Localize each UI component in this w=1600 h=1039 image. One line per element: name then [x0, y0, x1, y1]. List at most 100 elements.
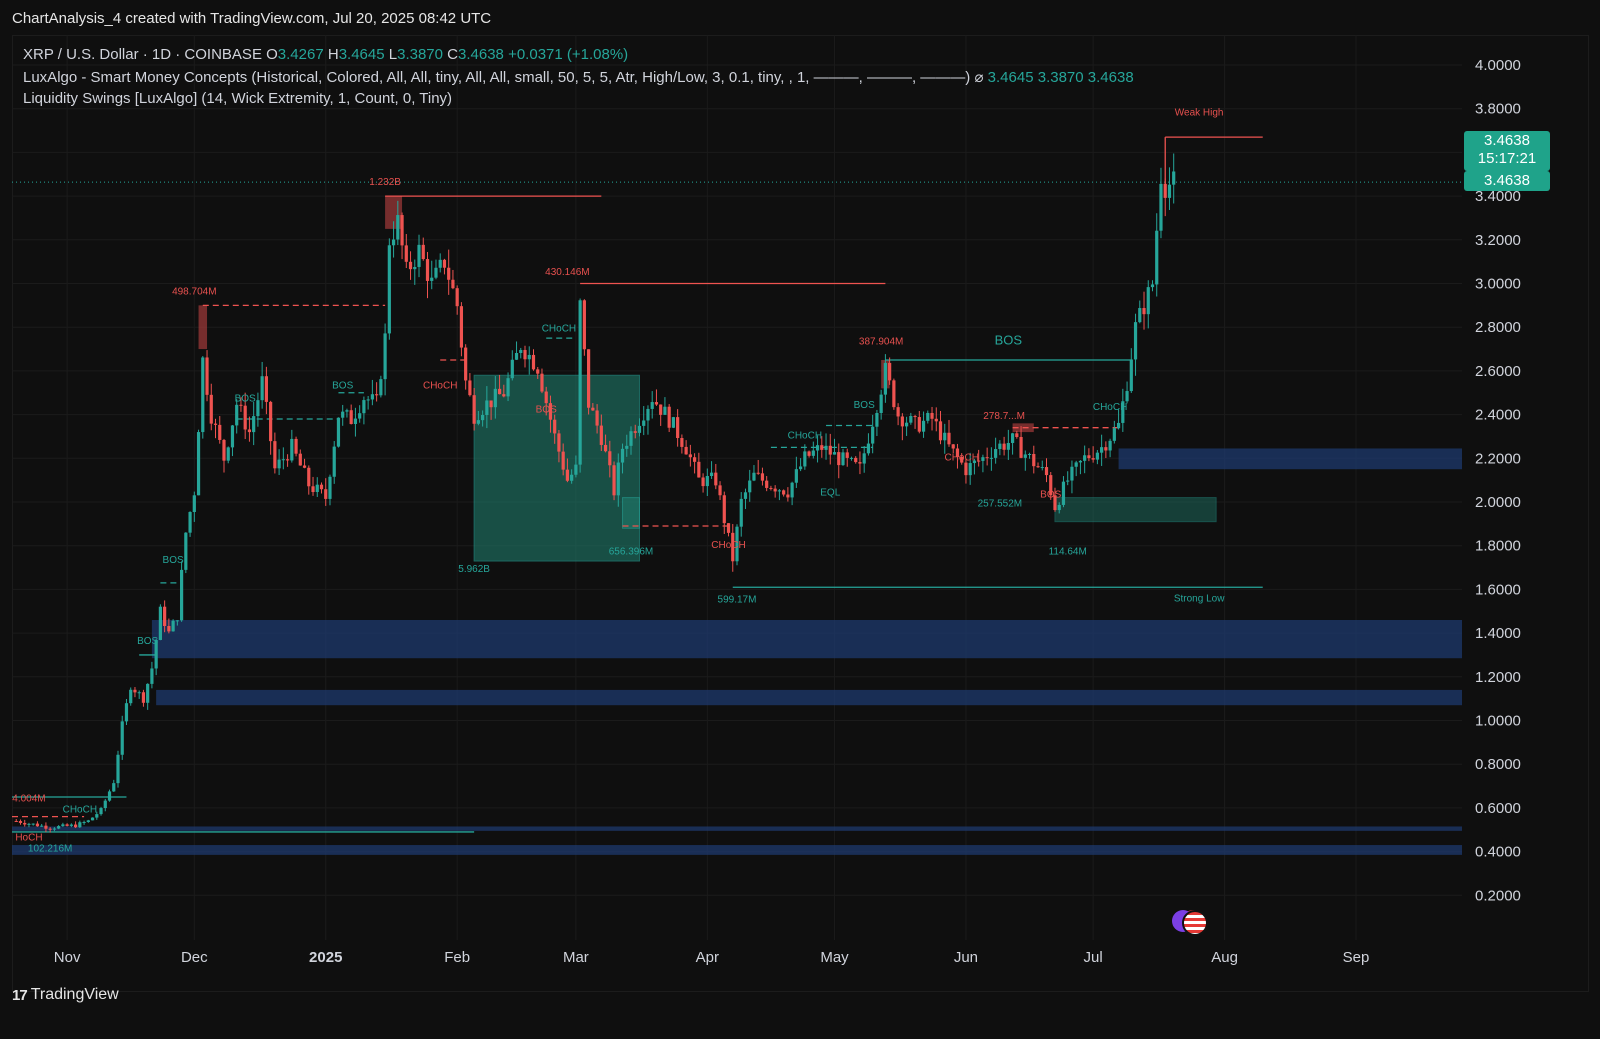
candle-body	[468, 380, 472, 396]
chart-annotation-label: 498.704M	[172, 286, 216, 297]
us-flag-icon[interactable]	[1182, 910, 1208, 936]
chart-annotation-label: HoCH	[15, 833, 42, 844]
candle-body	[917, 417, 921, 432]
candle-body	[726, 523, 731, 533]
order-block-zone	[622, 497, 640, 529]
high-value: 3.4645	[338, 46, 385, 63]
indicator-smc-value: 3.4645	[987, 69, 1034, 86]
liquidity-zone	[12, 845, 1462, 855]
candle-body	[252, 416, 256, 433]
candle-body	[777, 490, 781, 492]
candle-body	[1066, 480, 1070, 482]
candle-body	[442, 259, 447, 268]
indicator-legend-smc[interactable]: LuxAlgo - Smart Money Concepts (Historic…	[23, 68, 1134, 86]
y-axis-tick-label: 3.4000	[1475, 188, 1521, 205]
candle-body	[86, 820, 90, 823]
candle-body	[603, 444, 608, 452]
candle-body	[599, 425, 603, 445]
indicator-smc-name[interactable]: LuxAlgo - Smart Money Concepts (Historic…	[23, 69, 971, 86]
candle-body	[124, 703, 129, 722]
low-label: L	[388, 46, 398, 63]
candle-body	[561, 451, 565, 470]
candle-body	[1091, 458, 1095, 460]
candle-body	[1061, 481, 1066, 505]
candle-body	[1100, 447, 1104, 453]
candle-body	[790, 482, 794, 498]
chart-annotation-label: 1.232B	[369, 177, 401, 188]
candle-body	[341, 411, 345, 418]
tradingview-logo[interactable]: 17 TradingView	[12, 986, 119, 1004]
candle-body	[587, 349, 591, 408]
candle-body	[773, 488, 777, 492]
candle-body	[129, 689, 133, 704]
chart-annotation-label: CHoCH	[423, 380, 457, 391]
candle-body	[803, 451, 807, 467]
symbol-name[interactable]: XRP / U.S. Dollar · 1D · COINBASE	[23, 46, 262, 63]
candle-body	[1002, 443, 1006, 450]
candle-body	[120, 721, 124, 755]
candle-body	[718, 485, 722, 496]
candle-body	[269, 401, 273, 442]
indicator-liquidity-name[interactable]: Liquidity Swings [LuxAlgo] (14, Wick Ext…	[23, 90, 453, 107]
candle-body	[760, 473, 765, 481]
candle-body	[1010, 433, 1015, 443]
candle-body	[955, 448, 960, 457]
indicator-smc-value: 3.3870	[1037, 69, 1084, 86]
candle-body	[425, 259, 430, 281]
candle-body	[735, 526, 739, 562]
candle-body	[497, 388, 502, 395]
candle-body	[858, 462, 862, 464]
chart-annotation-label: 278.7...M	[983, 411, 1025, 422]
candle-body	[213, 423, 218, 425]
x-axis-tick-label: May	[820, 949, 849, 966]
candle-body	[650, 402, 654, 409]
candle-body	[557, 433, 561, 452]
liquidity-zone	[151, 619, 1463, 659]
candle-body	[527, 354, 531, 360]
candle-body	[451, 279, 455, 289]
candle-body	[1129, 359, 1133, 392]
candle-body	[654, 402, 659, 405]
candle-body	[146, 683, 150, 703]
candle-body	[625, 445, 629, 449]
candle-body	[553, 419, 557, 434]
candle-body	[324, 489, 328, 499]
candle-body	[209, 394, 213, 424]
candle-body	[1053, 495, 1057, 511]
low-value: 3.3870	[397, 46, 443, 63]
y-axis-tick-label: 0.8000	[1475, 756, 1521, 773]
candle-body	[112, 783, 116, 792]
y-axis-tick-label: 1.8000	[1475, 538, 1521, 555]
symbol-legend[interactable]: XRP / U.S. Dollar · 1D · COINBASE O3.426…	[23, 46, 628, 63]
candle-body	[570, 474, 574, 481]
brand-name: TradingView	[30, 986, 119, 1003]
current-price: 3.4638	[1484, 132, 1530, 149]
current-price-badge: 3.4638 15:17:21	[1464, 131, 1550, 171]
y-axis-tick-label: 1.0000	[1475, 713, 1521, 730]
candle-body	[239, 404, 243, 406]
candle-body	[1032, 453, 1036, 467]
candle-body	[701, 477, 705, 487]
candle-body	[476, 420, 480, 424]
indicator-legend-liquidity[interactable]: Liquidity Swings [LuxAlgo] (14, Wick Ext…	[23, 90, 452, 107]
candle-body	[57, 826, 61, 829]
candle-body	[951, 444, 955, 449]
candle-body	[591, 407, 595, 411]
liquidity-zone	[12, 826, 1462, 831]
candle-body	[659, 404, 663, 415]
change-value: +0.0371 (+1.08%)	[508, 46, 629, 63]
candle-body	[663, 406, 667, 415]
candle-body	[811, 450, 815, 456]
candle-body	[875, 412, 879, 427]
x-axis-tick-label: Aug	[1211, 949, 1238, 966]
candle-body	[489, 400, 493, 408]
candle-body	[994, 449, 998, 458]
candle-body	[163, 606, 167, 627]
candle-body	[1023, 454, 1027, 458]
candle-body	[705, 475, 709, 487]
candle-body	[709, 472, 714, 476]
hidden-symbol-icon: ⌀	[974, 69, 984, 86]
candle-body	[620, 448, 625, 463]
chart-annotation-label: CHoCH	[1093, 402, 1127, 413]
